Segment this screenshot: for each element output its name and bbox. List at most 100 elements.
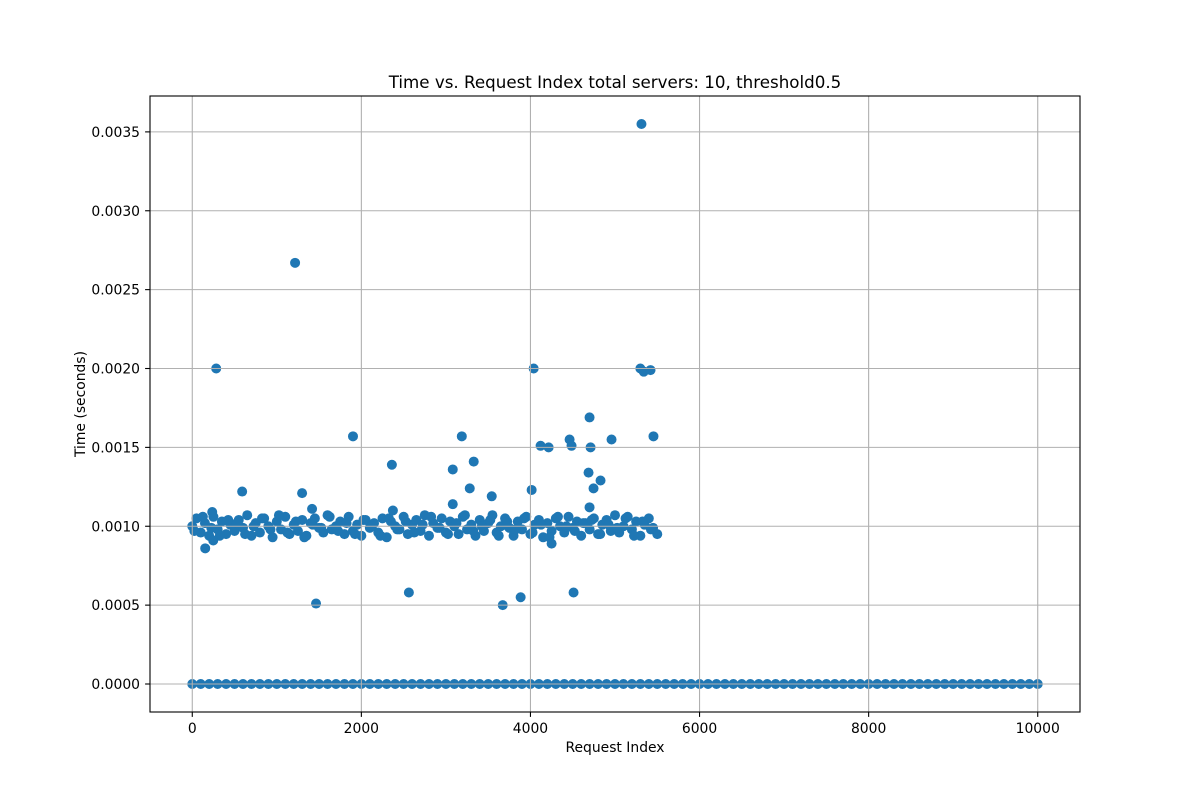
x-tick-label: 2000 (344, 721, 379, 737)
data-point (552, 511, 563, 522)
data-point (375, 530, 386, 541)
data-point (206, 522, 217, 533)
data-point (231, 518, 242, 529)
data-point (265, 524, 276, 535)
y-tick-label: 0.0035 (91, 125, 140, 141)
data-point (451, 518, 462, 529)
data-point (648, 431, 659, 442)
data-point (417, 519, 428, 530)
data-point (324, 511, 335, 522)
data-point (588, 483, 599, 494)
data-point (273, 510, 284, 521)
data-point (510, 524, 521, 535)
data-point (409, 527, 420, 538)
data-point (208, 535, 219, 546)
y-tick-label: 0.0010 (91, 519, 140, 535)
data-point (290, 516, 301, 527)
axes-frame (149, 95, 1081, 713)
data-point (311, 598, 322, 609)
data-point (297, 488, 308, 499)
data-point (447, 464, 458, 475)
data-point (566, 440, 577, 451)
data-point (257, 513, 268, 524)
data-point (584, 412, 595, 423)
data-point (637, 516, 648, 527)
data-point (519, 513, 530, 524)
y-axis-label: Time (seconds) (73, 351, 89, 458)
data-point (595, 475, 606, 486)
y-tick-label: 0.0000 (91, 677, 140, 693)
data-point (578, 518, 589, 529)
data-point (606, 434, 617, 445)
data-point (207, 507, 218, 518)
data-point (468, 456, 479, 467)
data-point (267, 532, 278, 543)
data-point (645, 365, 656, 376)
data-point (584, 502, 595, 513)
data-point (527, 527, 538, 538)
data-point (282, 527, 293, 538)
data-point (347, 431, 358, 442)
data-point (447, 499, 458, 510)
y-tick-label: 0.0020 (91, 362, 140, 378)
data-point (468, 525, 479, 536)
data-point (493, 530, 504, 541)
y-tick-label: 0.0005 (91, 598, 140, 614)
x-tick-label: 8000 (851, 721, 886, 737)
data-point (563, 511, 574, 522)
data-point (568, 587, 579, 598)
data-point (240, 529, 251, 540)
y-axis-ticks: 0.0000 0.0005 0.0010 0.0015 0.0020 0.0025 0.00… (91, 125, 150, 693)
y-tick-label: 0.0025 (91, 283, 140, 299)
data-point (636, 119, 647, 129)
data-point (526, 484, 537, 495)
x-tick-label: 10000 (1016, 721, 1060, 737)
data-point (299, 532, 310, 543)
data-point (307, 519, 318, 530)
data-point (459, 510, 470, 521)
data-point (392, 524, 403, 535)
data-point (307, 503, 318, 514)
data-point (485, 514, 496, 525)
data-point (189, 525, 200, 536)
y-tick-label: 0.0015 (91, 440, 140, 456)
data-point (387, 505, 398, 516)
x-axis-ticks: 0 2000 4000 6000 8000 10000 (188, 712, 1060, 737)
data-point (403, 587, 414, 598)
y-tick-label: 0.0030 (91, 204, 140, 220)
gridlines-group (150, 96, 1080, 712)
data-point (464, 483, 475, 494)
data-point (436, 513, 447, 524)
data-point (546, 538, 557, 549)
data-point (620, 513, 631, 524)
data-point (603, 519, 614, 530)
data-point (424, 530, 434, 541)
data-point (583, 467, 594, 478)
data-point (629, 530, 640, 541)
data-point (316, 522, 327, 533)
data-point (254, 527, 265, 538)
chart-title: Time vs. Request Index total servers: 10… (388, 72, 842, 92)
data-point (443, 529, 454, 540)
data-point (223, 514, 234, 525)
data-point (383, 513, 394, 524)
x-tick-label: 4000 (513, 721, 548, 737)
data-point (536, 519, 547, 530)
data-point (535, 440, 546, 451)
data-point (341, 518, 352, 529)
data-point (502, 516, 513, 527)
data-point (358, 514, 369, 525)
data-point (333, 525, 344, 536)
x-tick-label: 0 (188, 721, 197, 737)
data-point (290, 257, 301, 268)
data-point (453, 529, 464, 540)
data-point (200, 543, 211, 554)
data-point (434, 522, 445, 533)
data-point (386, 459, 397, 470)
data-point (610, 510, 620, 521)
data-point (350, 529, 361, 540)
data-point (237, 486, 248, 497)
x-tick-label: 6000 (682, 721, 717, 737)
data-point (456, 431, 467, 442)
data-point (400, 516, 411, 527)
